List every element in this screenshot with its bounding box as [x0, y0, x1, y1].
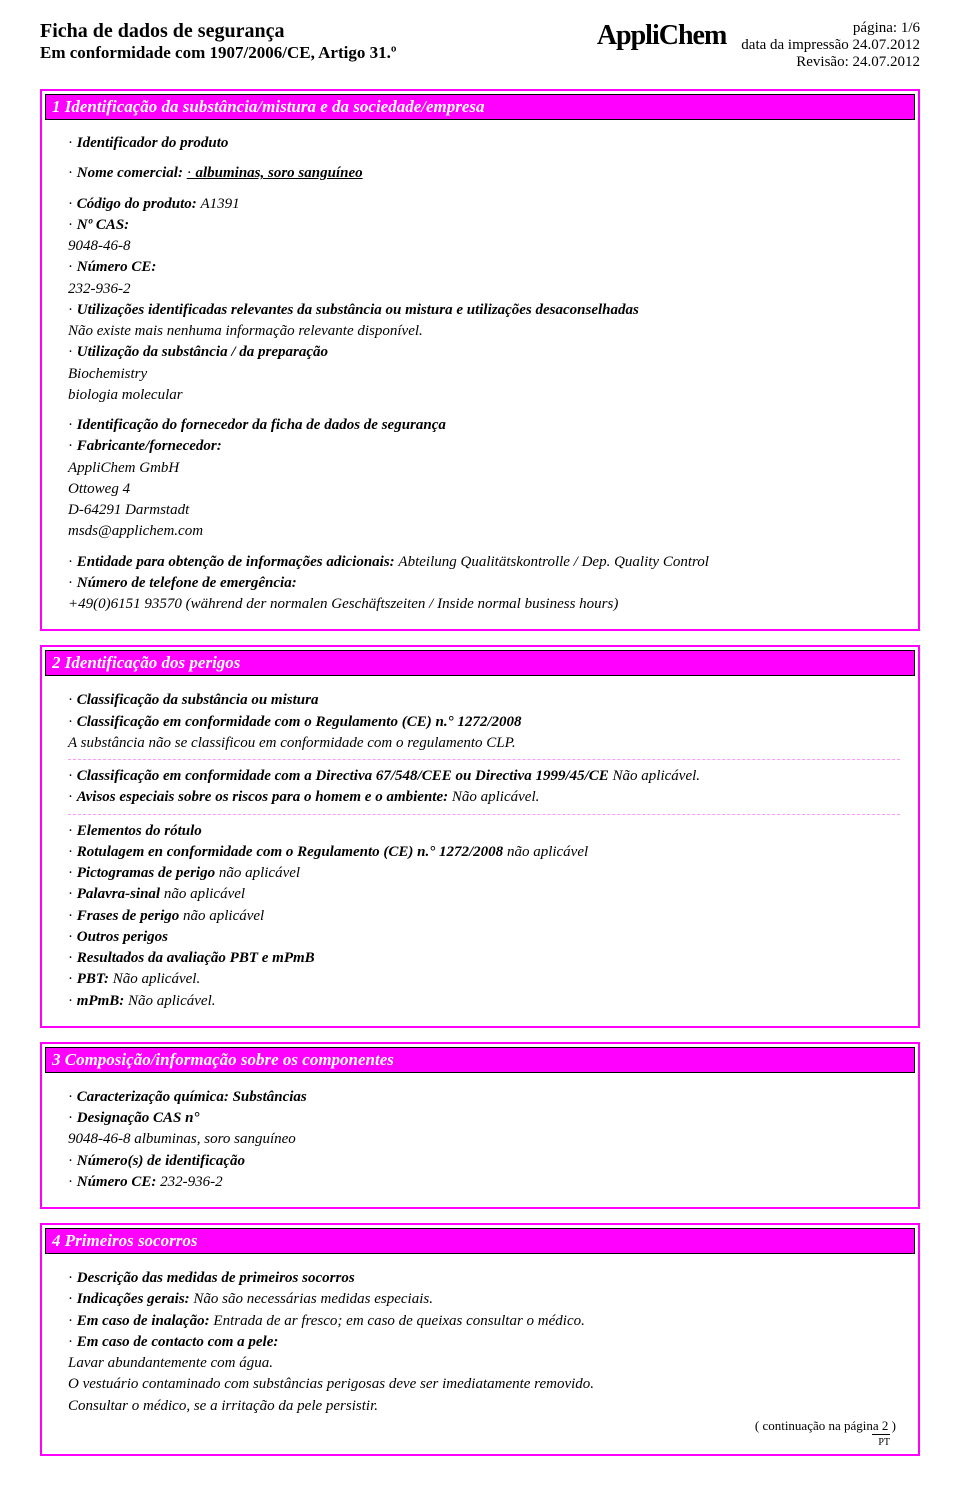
cas-desig-label: Designação CAS n°	[68, 1110, 199, 1126]
product-code-label: Código do produto:	[68, 196, 197, 212]
section-4-title: 4 Primeiros socorros	[45, 1228, 915, 1254]
picto: Pictogramas de perigo	[68, 865, 215, 881]
manufacturer-label: Fabricante/fornecedor:	[68, 438, 222, 454]
supplier-label: Identificação do fornecedor da ficha de …	[68, 417, 446, 433]
skin-1: Lavar abundantemente com água.	[68, 1353, 900, 1373]
signal-val: não aplicável	[164, 886, 245, 902]
risk-val: Não aplicável.	[452, 789, 539, 805]
skin-label: Em caso de contacto com a pele:	[68, 1334, 278, 1350]
prep-1: Biochemistry	[68, 364, 900, 384]
cas-label: Nº CAS:	[68, 217, 129, 233]
section-3-title: 3 Composição/informação sobre os compone…	[45, 1047, 915, 1073]
signal: Palavra-sinal	[68, 886, 160, 902]
document-header: Ficha de dados de segurança Em conformid…	[40, 20, 920, 71]
doc-subtitle: Em conformidade com 1907/2006/CE, Artigo…	[40, 43, 582, 63]
pbt-val: Não aplicável.	[113, 971, 200, 987]
cas-desig-val: 9048-46-8 albuminas, soro sanguíneo	[68, 1129, 900, 1149]
hazard-val: não aplicável	[183, 908, 264, 924]
inhale-label: Em caso de inalação:	[68, 1313, 210, 1329]
ec-val-3: 232-936-2	[160, 1174, 223, 1190]
label-elem: Elementos do rótulo	[68, 823, 202, 839]
pbt: PBT:	[68, 971, 109, 987]
manu-line-3: D-64291 Darmstadt	[68, 500, 900, 520]
cas-number: 9048-46-8	[68, 236, 900, 256]
commercial-name: albuminas, soro sanguíneo	[187, 165, 363, 181]
section-1-title: 1 Identificação da substância/mistura e …	[45, 94, 915, 120]
skin-2: O vestuário contaminado com substâncias …	[68, 1374, 900, 1394]
picto-val: não aplicável	[219, 865, 300, 881]
section-1: 1 Identificação da substância/mistura e …	[40, 89, 920, 631]
doc-title: Ficha de dados de segurança	[40, 20, 582, 43]
clp-label: Classificação em conformidade com o Regu…	[68, 714, 521, 730]
phone-val: +49(0)6151 93570 (während der normalen G…	[68, 594, 900, 614]
phone-label: Número de telefone de emergência:	[68, 575, 297, 591]
prep-label: Utilização da substância / da preparação	[68, 344, 328, 360]
brand-logo: AppliChem	[597, 20, 726, 52]
general-label: Indicações gerais:	[68, 1291, 190, 1307]
lang-tag: PT	[872, 1434, 890, 1450]
continuation-note: ( continuação na página 2 )	[68, 1417, 900, 1435]
manu-line-2: Ottoweg 4	[68, 479, 900, 499]
section-2-title: 2 Identificação dos perigos	[45, 650, 915, 676]
header-meta: página: 1/6 data da impressão 24.07.2012…	[741, 20, 920, 71]
general-val: Não são necessárias medidas especiais.	[193, 1291, 433, 1307]
uses-text: Não existe mais nenhuma informação relev…	[68, 321, 900, 341]
product-code: A1391	[201, 196, 240, 212]
class-label: Classificação da substância ou mistura	[68, 692, 318, 708]
page-number: página: 1/6	[741, 20, 920, 37]
ec-label: Número CE:	[68, 259, 156, 275]
hazard: Frases de perigo	[68, 908, 179, 924]
info-label: Entidade para obtenção de informações ad…	[68, 554, 395, 570]
info-val: Abteilung Qualitätskontrolle / Dep. Qual…	[398, 554, 709, 570]
chem-label: Caracterização química: Substâncias	[68, 1089, 307, 1105]
section-3: 3 Composição/informação sobre os compone…	[40, 1042, 920, 1209]
ec-number: 232-936-2	[68, 279, 900, 299]
header-left: Ficha de dados de segurança Em conformid…	[40, 20, 582, 63]
section-4: 4 Primeiros socorros Descrição das medid…	[40, 1223, 920, 1456]
manu-line-1: AppliChem GmbH	[68, 458, 900, 478]
labelling: Rotulagem en conformidade com o Regulame…	[68, 844, 503, 860]
labelling-val: não aplicável	[507, 844, 588, 860]
commercial-name-label: Nome comercial:	[68, 165, 183, 181]
dir-val: Não aplicável.	[613, 768, 700, 784]
manu-line-4: msds@applichem.com	[68, 521, 900, 541]
section-2: 2 Identificação dos perigos Classificaçã…	[40, 645, 920, 1028]
mpmb-val: Não aplicável.	[128, 993, 215, 1009]
prep-2: biologia molecular	[68, 385, 900, 405]
clp-text: A substância não se classificou em confo…	[68, 733, 900, 753]
other: Outros perigos	[68, 929, 168, 945]
mpmb: mPmB:	[68, 993, 124, 1009]
desc-label: Descrição das medidas de primeiros socor…	[68, 1270, 355, 1286]
skin-3: Consultar o médico, se a irritação da pe…	[68, 1396, 900, 1416]
risk-label: Avisos especiais sobre os riscos para o …	[68, 789, 448, 805]
dir-label: Classificação em conformidade com a Dire…	[68, 768, 609, 784]
print-date: data da impressão 24.07.2012	[741, 37, 920, 54]
logo-wrap: AppliChem	[597, 20, 726, 52]
product-identifier-label: Identificador do produto	[68, 135, 228, 151]
ec-label-3: Número CE:	[68, 1174, 156, 1190]
uses-label: Utilizações identificadas relevantes da …	[68, 302, 639, 318]
divider	[68, 759, 900, 760]
pbt-results: Resultados da avaliação PBT e mPmB	[68, 950, 315, 966]
divider-2	[68, 814, 900, 815]
inhale-val: Entrada de ar fresco; em caso de queixas…	[213, 1313, 584, 1329]
id-label: Número(s) de identificação	[68, 1153, 245, 1169]
revision-date: Revisão: 24.07.2012	[741, 54, 920, 71]
